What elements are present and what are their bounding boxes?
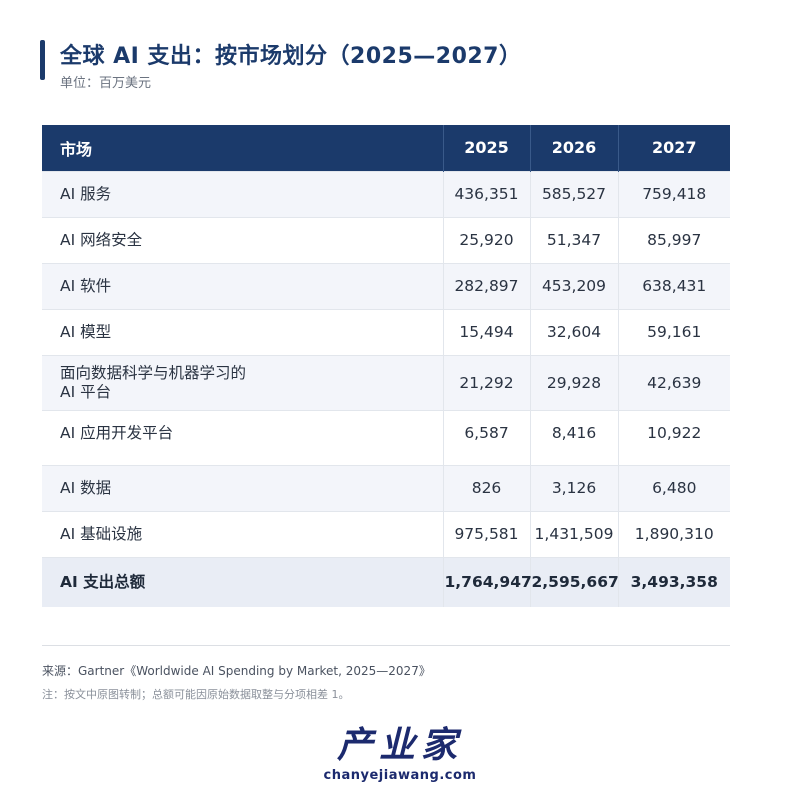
header-2025: 2025 (442, 125, 530, 171)
source-note: 来源：Gartner《Worldwide AI Spending by Mark… (42, 664, 431, 678)
market-name: AI 数据 (42, 464, 443, 511)
logo-url: chanyejiawang.com (323, 768, 477, 783)
table-row: AI 基础设施 975,581 1,431,509 1,890,310 (42, 510, 730, 557)
value-2026: 585,527 (529, 170, 618, 217)
logo-wordmark: 产业家 (336, 725, 463, 766)
spending-table: 市场 2025 2026 2027 AI 服务 436,351 585,527 … (42, 125, 730, 607)
header-market: 市场 (60, 139, 93, 159)
market-name: AI 软件 (42, 262, 443, 309)
market-name-line2: AI 平台 (60, 382, 112, 401)
total-2027: 3,493,358 (617, 556, 730, 607)
table-row: AI 模型 15,494 32,604 59,161 (42, 308, 730, 355)
value-2026: 1,431,509 (529, 510, 618, 557)
value-2026: 32,604 (529, 308, 618, 355)
value-2027: 59,161 (617, 308, 730, 355)
value-2027: 42,639 (617, 354, 730, 410)
value-2027: 85,997 (617, 216, 730, 263)
header-2027: 2027 (617, 125, 730, 171)
unit-label: 单位：百万美元 (60, 76, 152, 91)
value-2027: 759,418 (617, 170, 730, 217)
table-row: AI 软件 282,897 453,209 638,431 (42, 262, 730, 309)
table-row: 面向数据科学与机器学习的 AI 平台 21,292 29,928 42,639 (42, 354, 730, 410)
total-row: AI 支出总额 1,764,947 2,595,667 3,493,358 (42, 556, 730, 607)
table-row: AI 网络安全 25,920 51,347 85,997 (42, 216, 730, 263)
value-2027: 1,890,310 (617, 510, 730, 557)
value-2025: 25,920 (442, 216, 530, 263)
value-2026: 29,928 (529, 354, 618, 410)
value-2025: 436,351 (442, 170, 530, 217)
value-2025: 15,494 (442, 308, 530, 355)
table-row: AI 数据 826 3,126 6,480 (42, 464, 730, 511)
total-2026: 2,595,667 (529, 556, 619, 607)
value-2025: 21,292 (442, 354, 530, 410)
market-name-line1: 面向数据科学与机器学习的 (60, 363, 247, 382)
total-2025: 1,764,947 (442, 556, 532, 607)
value-2026: 8,416 (529, 409, 618, 465)
value-2025: 826 (442, 464, 530, 511)
market-name: AI 应用开发平台 (42, 409, 443, 465)
table-row: AI 应用开发平台 6,587 8,416 10,922 (42, 409, 730, 465)
value-2027: 638,431 (617, 262, 730, 309)
title-accent-bar (40, 40, 45, 80)
value-2025: 6,587 (442, 409, 530, 465)
table-row: AI 服务 436,351 585,527 759,418 (42, 170, 730, 217)
value-2025: 975,581 (442, 510, 530, 557)
value-2026: 51,347 (529, 216, 618, 263)
market-name: AI 基础设施 (42, 510, 443, 557)
value-2027: 10,922 (617, 409, 730, 465)
footnote: 注：按文中原图转制；总额可能因原始数据取整与分项相差 1。 (42, 688, 350, 701)
brand-logo: 产业家 chanyejiawang.com (300, 725, 500, 784)
footer-divider (42, 645, 730, 646)
total-label: AI 支出总额 (42, 556, 443, 607)
market-name: 面向数据科学与机器学习的 AI 平台 (42, 354, 443, 410)
market-name: AI 网络安全 (42, 216, 443, 263)
value-2027: 6,480 (617, 464, 730, 511)
value-2025: 282,897 (442, 262, 530, 309)
page-title: 全球 AI 支出：按市场划分（2025—2027） (60, 44, 522, 69)
market-name: AI 服务 (42, 170, 443, 217)
market-name: AI 模型 (42, 308, 443, 355)
value-2026: 3,126 (529, 464, 618, 511)
header-2026: 2026 (529, 125, 618, 171)
value-2026: 453,209 (529, 262, 618, 309)
table-header-row: 市场 2025 2026 2027 (42, 125, 730, 171)
